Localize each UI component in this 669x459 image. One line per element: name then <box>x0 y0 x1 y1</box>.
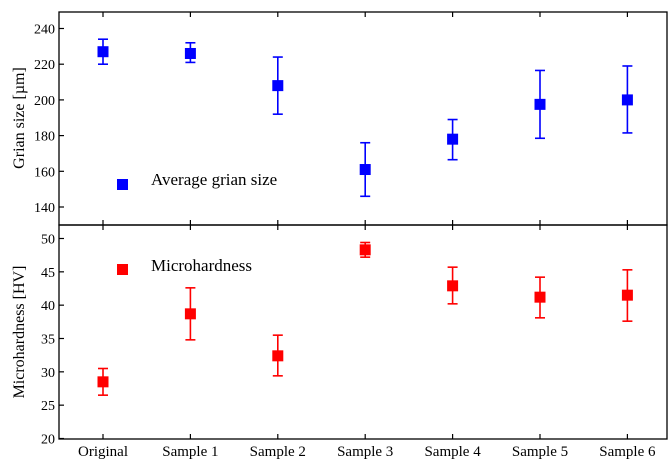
microhardness-y-tick-label: 40 <box>41 299 55 314</box>
microhardness-data-point <box>447 280 459 292</box>
microhardness-y-tick-label: 50 <box>41 233 55 248</box>
microhardness-data-point <box>184 308 196 320</box>
microhardness-legend: Microhardness <box>117 256 252 275</box>
grain-size-plot-frame <box>58 11 668 226</box>
microhardness-y-tick-label: 35 <box>41 333 55 348</box>
microhardness-plot-frame <box>58 224 668 440</box>
x-category-label: Sample 2 <box>250 444 306 459</box>
grain-size-data-point <box>272 80 284 92</box>
grain-size-y-ticks: 140 160 180 200 220 240 <box>34 12 629 225</box>
x-axis: Original Sample 1 Sample 2 Sample 3 Sample 4… <box>78 444 656 459</box>
microhardness-y-tick-label: 25 <box>41 399 55 414</box>
x-category-label: Original <box>78 444 128 459</box>
grain-size-y-tick-label: 180 <box>34 130 55 145</box>
grain-size-y-tick-label: 200 <box>34 94 55 109</box>
microhardness-y-tick-label: 20 <box>41 433 55 448</box>
x-category-label: Sample 6 <box>599 444 656 459</box>
microhardness-panel: Microhardness [HV] 20 25 30 35 40 45 50 Microh… <box>11 224 668 448</box>
microhardness-y-ticks: 20 25 30 35 40 45 50 <box>41 225 629 448</box>
microhardness-series <box>97 241 633 396</box>
grain-size-legend-swatch <box>117 179 128 190</box>
x-category-label: Sample 3 <box>337 444 393 459</box>
grain-size-y-tick-label: 220 <box>34 58 55 73</box>
grain-size-data-point <box>359 164 371 176</box>
grain-size-panel: Grian size [µm] 140 160 180 200 220 240 Avera… <box>11 11 668 226</box>
grain-size-data-point <box>621 94 633 106</box>
microhardness-data-point <box>272 350 284 362</box>
x-category-label: Sample 1 <box>162 444 218 459</box>
grain-size-legend-label: Average grian size <box>151 170 277 189</box>
microhardness-axis-title: Microhardness [HV] <box>11 266 28 399</box>
microhardness-legend-swatch <box>117 264 128 275</box>
microhardness-legend-label: Microhardness <box>151 256 252 275</box>
grain-size-series <box>97 38 633 198</box>
microhardness-y-tick-label: 30 <box>41 366 55 381</box>
x-category-label: Sample 5 <box>512 444 568 459</box>
microhardness-y-tick-label: 45 <box>41 266 55 281</box>
grain-size-data-point <box>447 133 459 145</box>
grain-size-y-tick-label: 160 <box>34 165 55 180</box>
microhardness-data-point <box>97 376 109 388</box>
grain-size-y-tick-label: 140 <box>34 201 55 216</box>
grain-size-axis-title: Grian size [µm] <box>11 67 28 169</box>
microhardness-data-point <box>534 291 546 303</box>
grain-size-data-point <box>534 98 546 110</box>
grain-size-y-tick-label: 240 <box>34 23 55 38</box>
grain-size-legend: Average grian size <box>117 170 277 190</box>
microhardness-data-point <box>621 289 633 301</box>
x-category-label: Sample 4 <box>424 444 481 459</box>
grain-size-data-point <box>184 47 196 59</box>
microhardness-data-point <box>359 244 371 256</box>
grain-size-data-point <box>97 46 109 58</box>
